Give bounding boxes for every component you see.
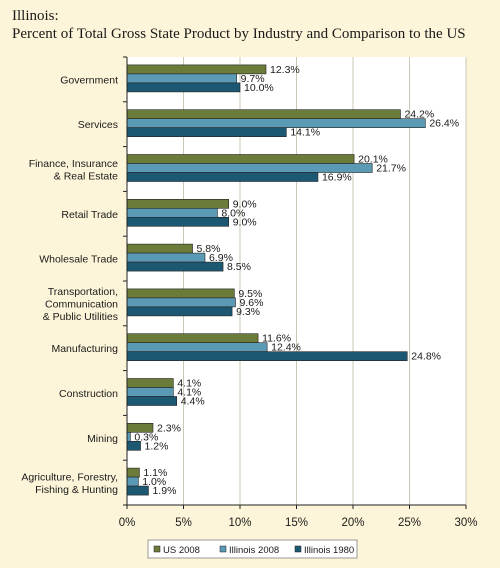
data-label: 1.2% bbox=[145, 440, 169, 452]
data-label: 4.1% bbox=[177, 378, 201, 390]
data-label: 9.0% bbox=[233, 198, 257, 210]
chart-title: Illinois: bbox=[12, 8, 59, 24]
category-label: Services bbox=[78, 119, 118, 131]
bar-us-2008 bbox=[126, 243, 193, 254]
category-label-line: & Real Estate bbox=[54, 170, 118, 182]
data-label: 21.7% bbox=[376, 163, 406, 175]
data-label: 24.8% bbox=[411, 351, 441, 363]
data-label: 11.6% bbox=[262, 333, 291, 345]
category-label: Agriculture, Forestry, Fishing & Hunting bbox=[21, 471, 118, 496]
data-label: 9.5% bbox=[238, 288, 262, 300]
category-label-line: Agriculture, Forestry, bbox=[21, 471, 118, 483]
data-label: 1.1% bbox=[143, 467, 167, 479]
category-label: Retail Trade bbox=[61, 209, 118, 221]
bar-illinois-2008 bbox=[126, 118, 426, 128]
category-label-line: Construction bbox=[59, 388, 118, 400]
bar-illinois-1980 bbox=[126, 440, 141, 451]
data-label: 8.5% bbox=[227, 261, 251, 273]
x-tick-label: 0% bbox=[119, 517, 136, 529]
data-label: 0.3% bbox=[134, 431, 158, 443]
legend-swatch bbox=[294, 545, 302, 553]
category-label: Transportation, Communication & Public Uti… bbox=[43, 286, 118, 323]
category-label-line: Mining bbox=[87, 433, 118, 445]
data-label: 1.0% bbox=[142, 476, 166, 488]
bar-illinois-2008 bbox=[126, 387, 174, 397]
data-label: 14.1% bbox=[290, 127, 320, 139]
data-label: 26.4% bbox=[429, 118, 459, 130]
category-label-line: Retail Trade bbox=[61, 209, 118, 221]
category-label-line: Transportation, bbox=[48, 286, 118, 298]
bar-illinois-1980 bbox=[126, 127, 287, 137]
data-label: 9.7% bbox=[241, 73, 265, 85]
bar-us-2008 bbox=[126, 378, 174, 388]
bar-illinois-1980 bbox=[126, 485, 149, 496]
bar-us-2008 bbox=[126, 199, 229, 209]
bar-illinois-2008 bbox=[126, 73, 237, 84]
legend-label: Illinois 2008 bbox=[229, 545, 279, 556]
legend-swatch bbox=[219, 545, 227, 553]
data-label: 4.4% bbox=[181, 396, 205, 408]
category-label: Wholesale Trade bbox=[39, 254, 118, 266]
legend-swatch bbox=[153, 545, 161, 553]
category-label: Finance, Insurance & Real Estate bbox=[29, 158, 118, 183]
bar-illinois-2008 bbox=[126, 342, 268, 353]
category-label: Mining bbox=[87, 433, 118, 445]
x-tick-label: 10% bbox=[228, 517, 251, 529]
category-label-line: Wholesale Trade bbox=[39, 254, 118, 266]
x-tick-label: 30% bbox=[454, 517, 477, 529]
bar-illinois-2008 bbox=[126, 476, 139, 487]
data-label: 8.0% bbox=[221, 207, 245, 219]
category-label-line: Government bbox=[60, 74, 118, 86]
data-label: 6.9% bbox=[209, 252, 233, 264]
bar-us-2008 bbox=[126, 333, 259, 344]
bar-us-2008 bbox=[126, 154, 355, 164]
bar-us-2008 bbox=[126, 467, 140, 478]
x-tick-label: 15% bbox=[285, 517, 308, 529]
bar-us-2008 bbox=[126, 288, 235, 299]
data-label: 1.9% bbox=[152, 485, 176, 497]
chart-subtitle: Percent of Total Gross State Product by … bbox=[12, 26, 466, 42]
data-label: 10.0% bbox=[244, 82, 274, 94]
category-label: Government bbox=[60, 74, 118, 86]
bar-illinois-1980 bbox=[126, 82, 241, 93]
data-label: 12.3% bbox=[270, 64, 300, 76]
bar-illinois-2008 bbox=[126, 208, 218, 218]
data-label: 4.1% bbox=[177, 387, 201, 399]
bar-illinois-2008 bbox=[126, 252, 206, 263]
data-label: 24.2% bbox=[404, 109, 434, 121]
data-label: 9.3% bbox=[236, 306, 260, 318]
category-label-line: Fishing & Hunting bbox=[35, 484, 118, 496]
category-label-line: Finance, Insurance bbox=[29, 158, 118, 170]
bar-illinois-2008 bbox=[126, 431, 131, 442]
category-label: Manufacturing bbox=[51, 343, 118, 355]
category-label-line: Manufacturing bbox=[51, 343, 118, 355]
bar-illinois-1980 bbox=[126, 172, 319, 182]
data-label: 16.9% bbox=[322, 172, 352, 184]
bar-illinois-2008 bbox=[126, 297, 236, 308]
legend-label: US 2008 bbox=[163, 545, 200, 556]
legend-label: Illinois 1980 bbox=[304, 545, 354, 556]
data-label: 2.3% bbox=[157, 422, 181, 434]
x-tick-label: 5% bbox=[175, 517, 192, 529]
bar-illinois-1980 bbox=[126, 351, 408, 362]
bar-illinois-1980 bbox=[126, 217, 229, 227]
category-label-line: Services bbox=[78, 119, 118, 131]
data-label: 20.1% bbox=[358, 154, 388, 166]
data-label: 12.4% bbox=[271, 342, 301, 354]
x-tick-label: 25% bbox=[398, 517, 421, 529]
data-label: 9.6% bbox=[239, 297, 263, 309]
bar-illinois-1980 bbox=[126, 396, 178, 406]
bar-illinois-1980 bbox=[126, 261, 224, 272]
data-label: 5.8% bbox=[197, 243, 221, 255]
bar-illinois-1980 bbox=[126, 306, 233, 317]
data-label: 9.0% bbox=[233, 216, 257, 228]
x-tick-label: 20% bbox=[341, 517, 364, 529]
legend bbox=[147, 539, 358, 559]
category-label-line: & Public Utilities bbox=[43, 311, 118, 323]
category-label: Construction bbox=[59, 388, 118, 400]
bar-us-2008 bbox=[126, 109, 401, 119]
category-label-line: Communication bbox=[45, 298, 118, 310]
